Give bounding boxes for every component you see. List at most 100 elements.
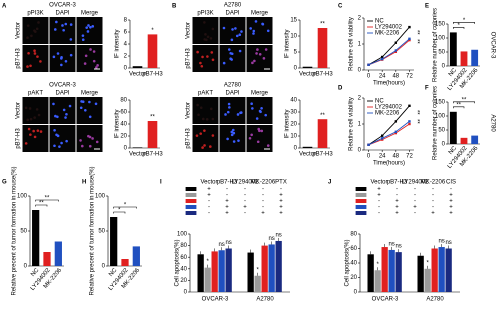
nucleus	[235, 34, 239, 38]
table-cell: -	[208, 211, 210, 217]
nucleus	[264, 48, 268, 51]
y-axis-label: Relative number of colonies	[433, 86, 439, 160]
column-header: Merge	[81, 91, 99, 97]
micrograph	[49, 97, 76, 124]
bar	[268, 244, 275, 292]
micrograph	[76, 17, 103, 44]
y-tick-label: 4	[124, 42, 128, 48]
nucleus	[53, 144, 56, 148]
nucleus	[228, 106, 231, 109]
nucleus	[61, 24, 64, 27]
point	[380, 137, 384, 140]
nucleus	[30, 34, 33, 38]
legend-swatch	[185, 187, 197, 191]
micrograph	[246, 45, 273, 72]
table-cell: -	[414, 199, 416, 205]
bar	[261, 245, 268, 292]
table-cell: +	[279, 205, 283, 211]
bar	[317, 28, 328, 68]
nucleus	[80, 144, 84, 148]
x-tick-label: NC	[108, 267, 119, 278]
table-header: Vector	[370, 180, 387, 186]
y-tick-label: 60	[180, 255, 187, 261]
nucleus	[81, 34, 85, 37]
legend-swatch	[185, 199, 197, 203]
table-header: CIS	[446, 180, 456, 186]
point	[380, 134, 384, 137]
y-axis-label: Relative cell viability	[349, 97, 355, 151]
nucleus	[60, 63, 63, 67]
panel-letter: F	[425, 86, 429, 92]
point	[408, 120, 411, 123]
x-tick-label: pB7-H3	[142, 152, 163, 158]
legend-swatch	[355, 199, 367, 203]
nucleus	[52, 55, 56, 59]
nucleus	[33, 135, 37, 139]
table-cell: -	[226, 187, 228, 193]
legend-label: LY294002	[375, 105, 403, 111]
nucleus	[64, 59, 68, 63]
bar	[204, 267, 211, 292]
significance: ns	[225, 240, 231, 246]
panel-title: A2780	[224, 3, 242, 9]
nucleus	[88, 135, 92, 139]
y-tick-label: 40	[180, 266, 187, 272]
bar	[197, 254, 204, 292]
bar	[132, 66, 143, 68]
nucleus	[53, 28, 57, 31]
table-cell: -	[378, 211, 380, 217]
point	[394, 50, 398, 53]
significance: ns	[388, 242, 394, 248]
table-cell: -	[414, 187, 416, 193]
y-axis-label: IF intensity	[285, 109, 291, 138]
table-header: PTX	[275, 180, 287, 186]
column-header: DAPI	[55, 91, 69, 97]
bar	[449, 111, 457, 144]
panel-letter: B	[172, 4, 177, 10]
nucleus	[229, 51, 232, 55]
legend-label: MK-2206	[375, 31, 400, 37]
significance: **	[413, 30, 419, 35]
point	[408, 37, 411, 40]
nucleus	[60, 56, 63, 59]
table-header: LY294002	[402, 180, 430, 186]
bar	[54, 241, 62, 266]
y-axis-label: IF intensity	[115, 29, 121, 58]
x-tick-label: A2780	[256, 297, 274, 303]
nucleus	[196, 50, 199, 54]
bar	[132, 147, 143, 148]
nucleus	[227, 48, 231, 51]
nucleus	[230, 133, 234, 137]
nucleus	[79, 106, 83, 110]
nucleus	[260, 129, 264, 133]
bar	[254, 275, 261, 292]
bar	[225, 248, 232, 292]
legend-label: NC	[375, 19, 384, 25]
y-tick-label: 20	[180, 278, 187, 284]
x-tick-label: Vector	[299, 152, 316, 158]
row-label: Vector	[16, 22, 22, 39]
nucleus	[37, 21, 40, 24]
nucleus	[205, 118, 209, 121]
bar	[367, 254, 374, 292]
nucleus	[26, 36, 29, 39]
x-tick-label: pB7-H3	[142, 72, 163, 78]
y-tick-label: 5	[294, 50, 298, 56]
bar	[449, 32, 457, 66]
nucleus	[91, 25, 95, 28]
y-tick-label: 100	[177, 232, 188, 238]
nucleus	[69, 53, 73, 57]
micrograph	[22, 125, 49, 152]
nucleus	[35, 108, 39, 111]
y-tick-label: 0	[124, 146, 128, 152]
nucleus	[201, 146, 204, 149]
legend-swatch	[355, 187, 367, 191]
bar	[438, 247, 445, 292]
nucleus	[53, 128, 56, 132]
nucleus	[236, 113, 240, 116]
table-cell: +	[431, 211, 435, 217]
nucleus	[80, 100, 83, 103]
point	[380, 138, 384, 141]
y-tick-label: 60	[350, 246, 357, 252]
